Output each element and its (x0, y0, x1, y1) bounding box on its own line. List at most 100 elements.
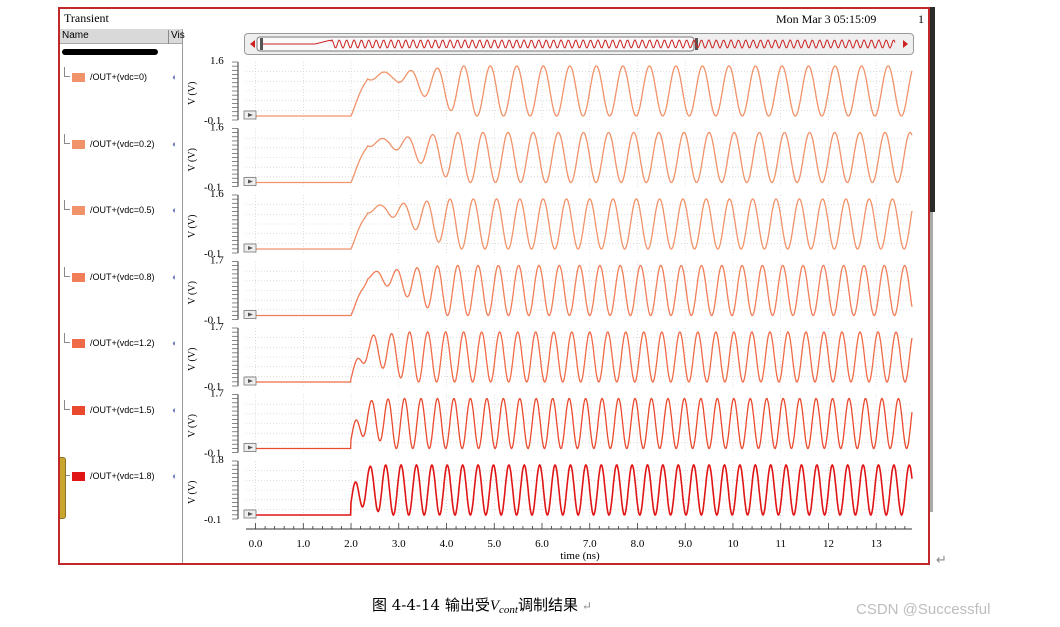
waveform-strip: 1.6 -0.1 V (V) (187, 55, 913, 127)
x-tick-label: 5.0 (487, 538, 501, 550)
y-min-label: -0.1 (204, 248, 221, 260)
signal-item[interactable]: /OUT+(vdc=1.2) ◐ (60, 333, 182, 351)
signal-trace (246, 198, 913, 250)
tree-connector (64, 266, 70, 277)
y-axis-label: V (V) (187, 281, 198, 304)
selection-bar (62, 49, 158, 55)
x-tick-label: 8.0 (631, 538, 645, 550)
window-title: Transient (64, 11, 109, 25)
signal-item[interactable]: /OUT+(vdc=1.5) ◐ (60, 399, 182, 418)
overview-preview (250, 36, 908, 52)
y-max-label: 1.6 (210, 188, 224, 200)
y-min-label: -0.1 (204, 381, 221, 393)
waveform-window: Transient Mon Mar 3 05:15:09 1 Name Vis … (58, 7, 930, 565)
y-max-label: 1.7 (210, 255, 224, 267)
tree-connector (64, 200, 70, 210)
x-tick-label: 13 (871, 538, 883, 550)
y-axis-label: V (V) (187, 82, 198, 105)
figure-caption: 图 4-4-14 输出受Vcont调制结果 ↵ (372, 596, 592, 616)
signal-color-swatch (72, 73, 85, 82)
overview-scrollbar[interactable] (244, 33, 914, 55)
y-min-label: -0.1 (204, 514, 221, 526)
y-axis-label: V (V) (187, 148, 198, 171)
y-max-label: 1.6 (210, 55, 224, 67)
x-tick-label: 0.0 (249, 538, 263, 550)
signal-trace (246, 463, 913, 517)
waveform-strips: 1.6-0.1V (V)1.6-0.1V (V)1.6-0.1V (V)1.7-… (187, 55, 913, 562)
caption-var: V (489, 598, 500, 614)
waveform-strip: 1.6 -0.1 V (V) (187, 188, 913, 260)
waveform-strip: 1.7 -0.1 V (V) (187, 321, 913, 393)
y-min-label: -0.1 (204, 315, 221, 327)
play-icon (248, 113, 253, 117)
signal-list-header: Name Vis (60, 29, 185, 44)
waveform-strip: 1.7 -0.1 V (V) (187, 255, 913, 327)
visibility-icon[interactable]: ◐ (172, 404, 178, 415)
tree-connector (64, 333, 70, 343)
signal-trace (246, 131, 913, 184)
visibility-icon[interactable]: ◐ (172, 205, 178, 215)
page-edge-strip (930, 7, 935, 212)
caption-prefix: 图 4-4-14 输出受 (372, 596, 490, 614)
signal-trace (246, 331, 913, 383)
name-column-header[interactable]: Name (62, 30, 89, 41)
waveform-strip: 1.8 -0.1 V (V) (187, 454, 913, 526)
signal-label: /OUT+(vdc=0) (90, 72, 148, 82)
datetime-label: Mon Mar 3 05:15:09 (776, 12, 877, 26)
signal-color-swatch (72, 472, 85, 481)
return-mark: ↵ (936, 552, 947, 567)
signal-label: /OUT+(vdc=1.5) (90, 404, 155, 415)
tree-connector (64, 133, 70, 144)
page-edge-strip-lower (930, 212, 933, 512)
y-max-label: 1.8 (210, 454, 224, 466)
x-tick-label: 7.0 (583, 538, 597, 550)
x-tick-label: 1.0 (296, 538, 310, 550)
signal-item[interactable]: /OUT+(vdc=0.2) ◐ (60, 133, 182, 152)
signal-trace (246, 264, 913, 317)
tree-connector (64, 67, 70, 77)
x-tick-label: 10 (727, 538, 739, 550)
visibility-icon[interactable]: ◐ (172, 338, 178, 348)
x-tick-label: 6.0 (535, 538, 549, 550)
y-min-label: -0.1 (204, 448, 221, 460)
resize-handle[interactable] (60, 457, 66, 519)
scroll-left-icon (250, 40, 255, 48)
signal-label: /OUT+(vdc=1.2) (90, 338, 155, 348)
signal-color-swatch (72, 272, 85, 282)
x-tick-label: 3.0 (392, 538, 406, 550)
play-icon (248, 379, 253, 383)
waveform-strip: 1.7 -0.1 V (V) (187, 388, 913, 460)
x-tick-label: 12 (823, 538, 834, 550)
x-axis-label: time (ns) (560, 550, 600, 562)
signal-label: /OUT+(vdc=1.8) (90, 471, 155, 481)
y-min-label: -0.1 (204, 182, 221, 194)
visibility-icon[interactable]: ◐ (172, 471, 178, 481)
signal-item[interactable]: /OUT+(vdc=0) ◐ (60, 67, 182, 85)
tree-connector (64, 399, 70, 410)
visible-column-header[interactable]: Vis (168, 30, 185, 44)
play-icon (248, 445, 253, 450)
right-grip-icon (695, 38, 698, 50)
signal-item[interactable]: /OUT+(vdc=0.5) ◐ (60, 200, 182, 218)
y-axis-label: V (V) (187, 348, 198, 371)
signal-item[interactable]: /OUT+(vdc=0.8) ◐ (60, 266, 182, 285)
signal-label: /OUT+(vdc=0.2) (90, 138, 155, 149)
visibility-icon[interactable]: ◐ (172, 271, 178, 282)
visibility-icon[interactable]: ◐ (172, 72, 178, 82)
signal-color-swatch (72, 206, 85, 215)
scroll-right-icon (903, 40, 908, 48)
y-axis-label: V (V) (187, 481, 198, 504)
signal-trace (246, 397, 913, 450)
play-icon (248, 246, 253, 250)
x-tick-label: 4.0 (440, 538, 454, 550)
y-axis-label: V (V) (187, 414, 198, 437)
y-min-label: -0.1 (204, 115, 221, 127)
signal-color-swatch (72, 405, 85, 415)
signal-label: /OUT+(vdc=0.5) (90, 205, 155, 215)
y-max-label: 1.7 (210, 321, 224, 333)
signal-color-swatch (72, 339, 85, 348)
signal-label: /OUT+(vdc=0.8) (90, 271, 155, 282)
overview-viewport[interactable] (256, 36, 695, 52)
play-icon (248, 312, 253, 317)
visibility-icon[interactable]: ◐ (172, 138, 178, 149)
